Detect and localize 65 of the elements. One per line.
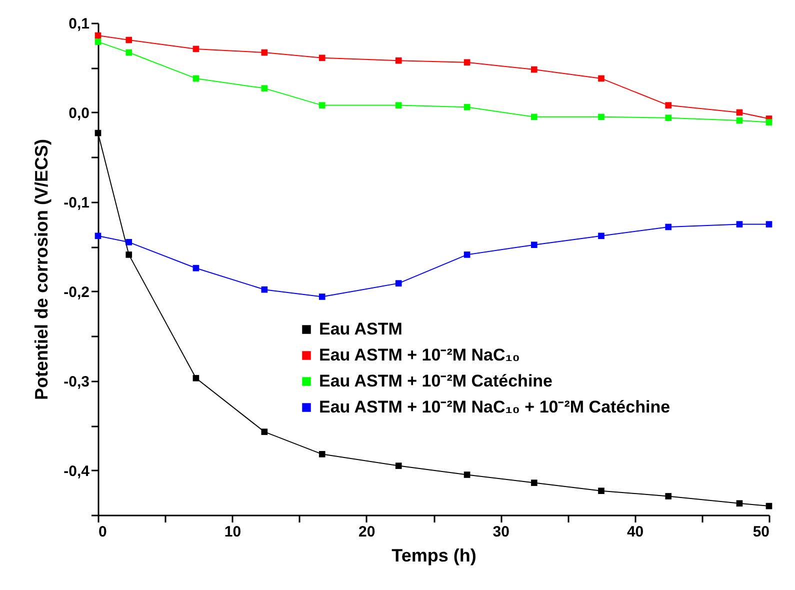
point: [530, 114, 538, 120]
point: [126, 36, 132, 44]
point: [530, 242, 538, 248]
point: [192, 374, 200, 382]
x-axis-title: Temps (h): [392, 546, 476, 566]
point: [598, 232, 604, 240]
point: [665, 102, 672, 108]
x-tick-label: 50: [752, 524, 770, 540]
y-tick-label: -0,1: [64, 194, 90, 212]
point: [464, 472, 470, 478]
point: [665, 493, 672, 500]
point: [94, 32, 102, 39]
point: [766, 119, 772, 126]
point: [395, 462, 402, 469]
point: [192, 46, 200, 52]
x-tick-label: 30: [492, 524, 510, 540]
point: [318, 54, 326, 62]
x-tick-label: 40: [626, 524, 644, 540]
point: [598, 488, 604, 494]
point: [126, 252, 132, 258]
point: [94, 38, 102, 45]
point: [464, 252, 470, 258]
point: [598, 114, 604, 120]
point: [126, 239, 132, 246]
y-axis-title: Potentiel de corrosion (V/ECS): [32, 138, 52, 400]
point: [261, 286, 268, 293]
x-tick-label: 20: [358, 524, 376, 540]
point: [395, 57, 402, 64]
point: [94, 130, 102, 136]
legend-label: Eau ASTM + 10⁻²M NaC₁₀: [319, 346, 520, 364]
point: [318, 294, 326, 300]
y-tick-label: -0,4: [64, 462, 90, 480]
point: [395, 102, 402, 108]
y-tick-label: 0,0: [68, 104, 90, 122]
point: [94, 232, 102, 240]
legend-label: Eau ASTM + 10⁻²M Catéchine: [319, 372, 553, 390]
point: [261, 85, 268, 92]
point: [736, 500, 743, 507]
point: [665, 114, 672, 121]
point: [261, 49, 268, 56]
point: [766, 502, 772, 510]
legend-label: Eau ASTM: [319, 320, 402, 338]
point: [665, 224, 672, 230]
point: [530, 480, 538, 486]
y-tick-label: 0,1: [68, 16, 90, 32]
point: [192, 75, 200, 82]
point: [736, 221, 743, 228]
point: [736, 117, 743, 124]
y-tick-label: -0,2: [64, 284, 90, 301]
x-tick-label: 10: [224, 524, 242, 540]
point: [318, 102, 326, 108]
point: [530, 66, 538, 73]
point: [126, 49, 132, 56]
point: [318, 451, 326, 458]
point: [766, 221, 772, 228]
point: [736, 109, 743, 116]
y-tick-label: -0,3: [64, 373, 90, 390]
point: [598, 75, 604, 82]
point: [395, 280, 402, 286]
point: [464, 104, 470, 110]
legend-label: Eau ASTM + 10⁻²M NaC₁₀ + 10⁻²M Catéchine: [319, 398, 670, 416]
point: [192, 264, 200, 272]
point: [261, 428, 268, 435]
point: [464, 59, 470, 66]
x-tick-label: 0: [98, 524, 107, 540]
